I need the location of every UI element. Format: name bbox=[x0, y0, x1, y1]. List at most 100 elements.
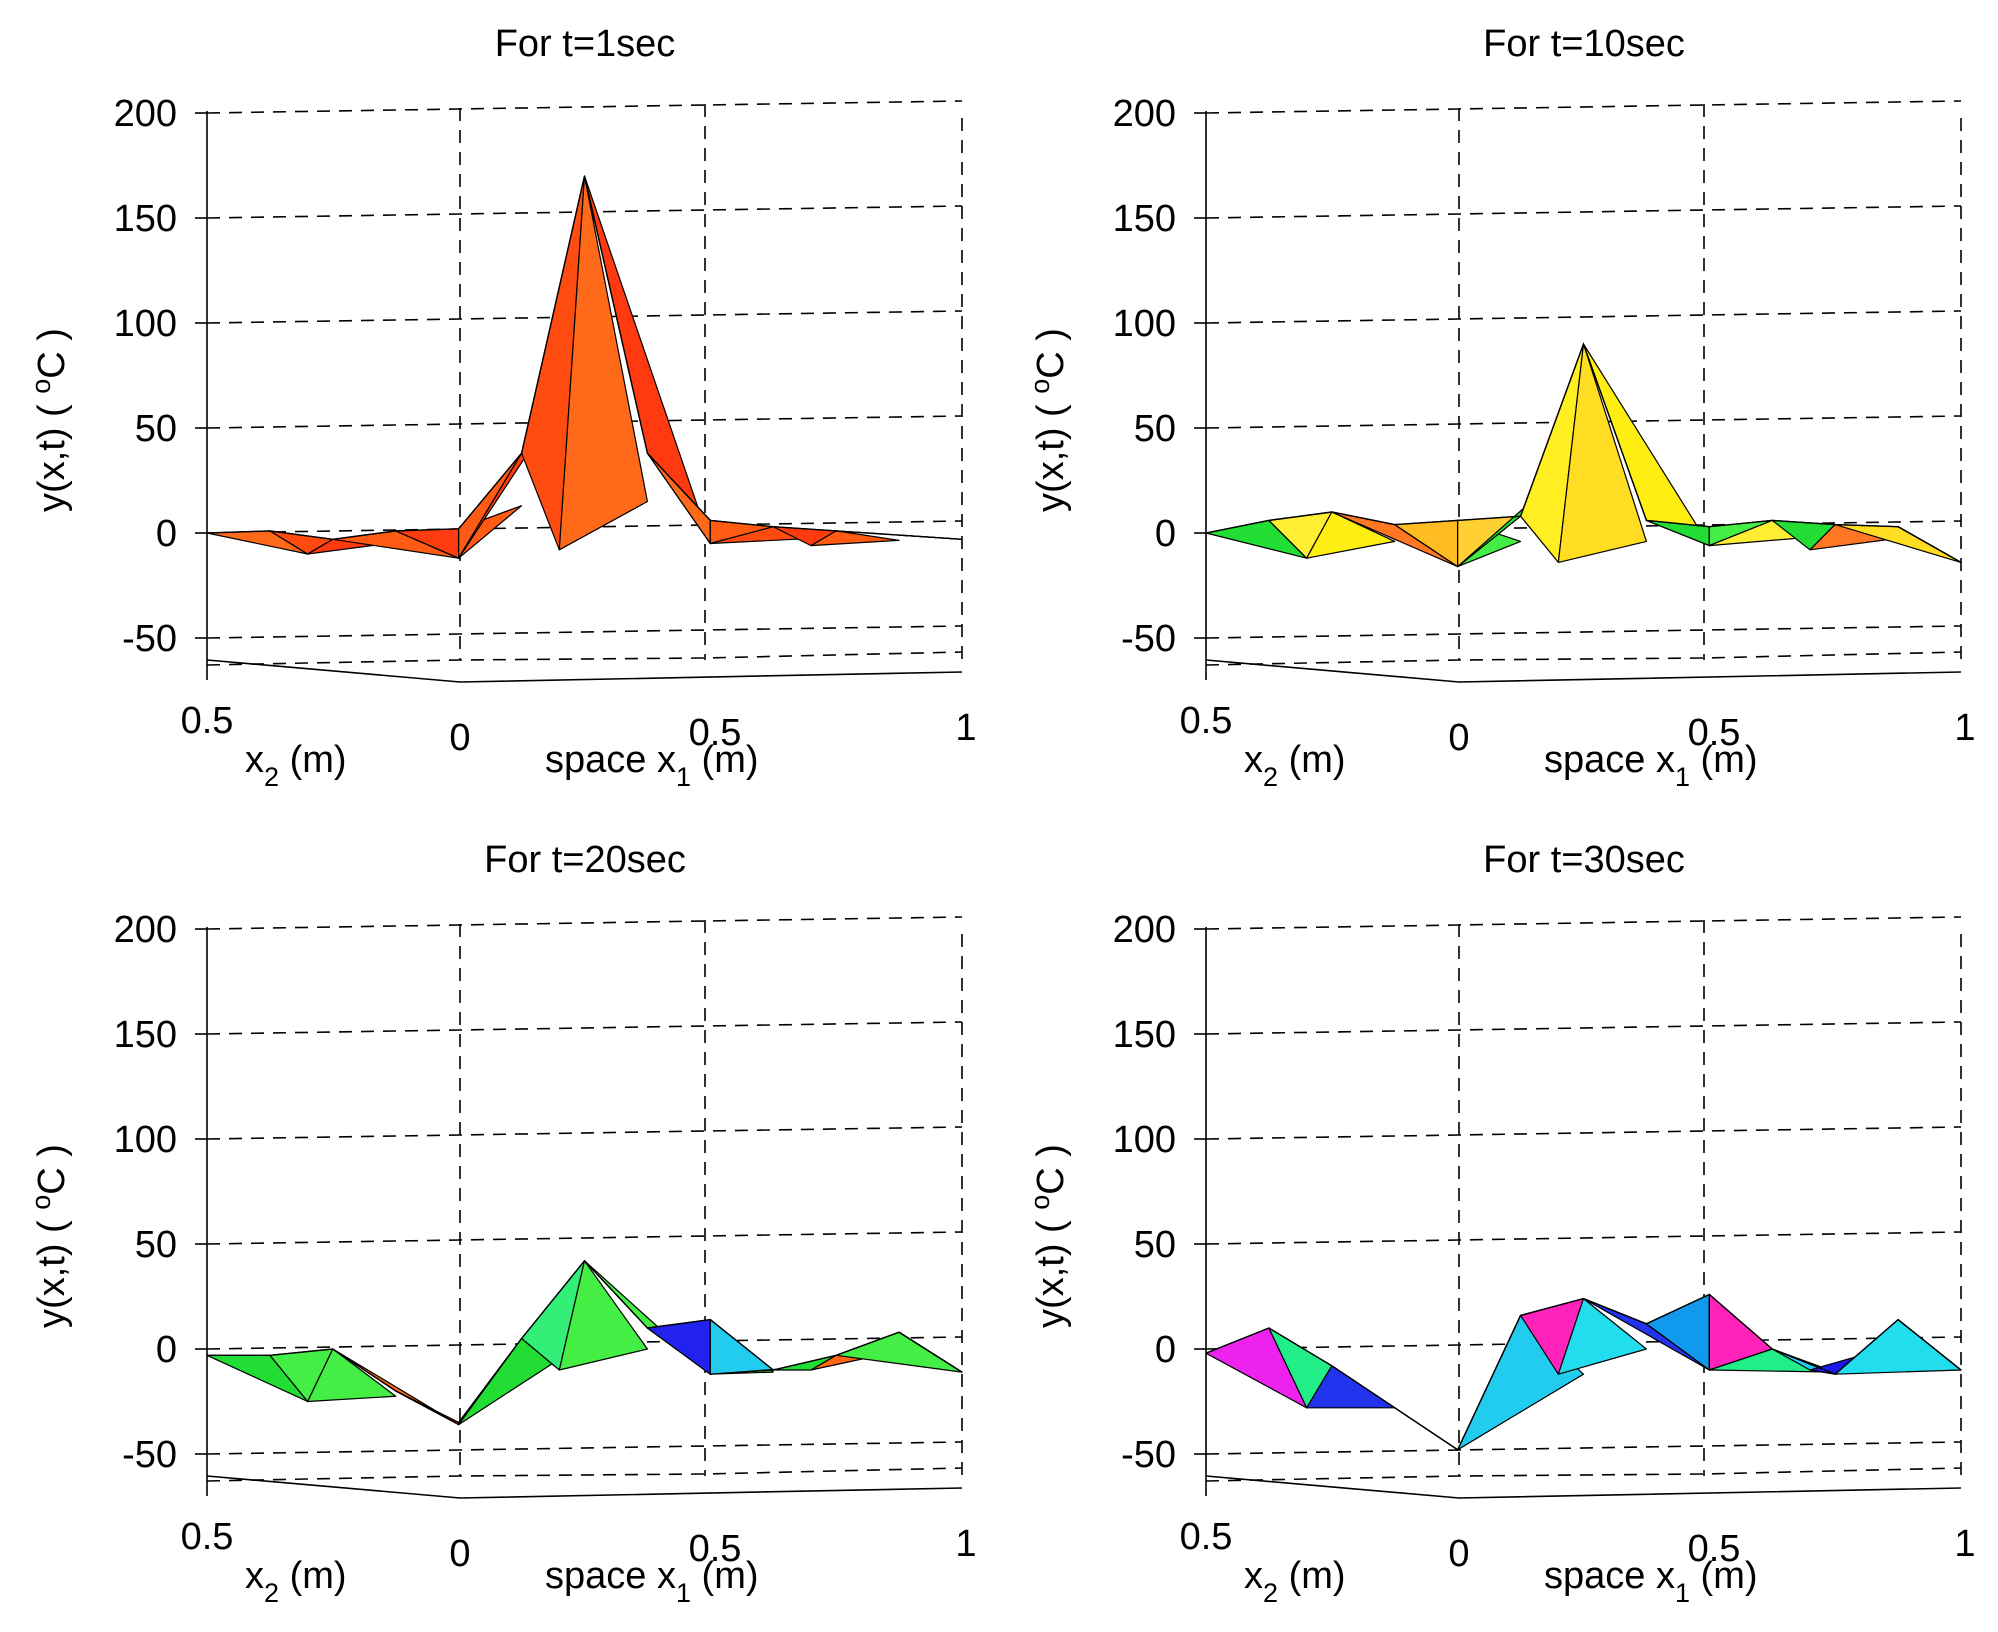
x1-axis-label: space x1 (m) bbox=[545, 1555, 759, 1608]
x1-axis-label: space x1 (m) bbox=[545, 739, 759, 792]
label-part: 2 bbox=[1263, 1578, 1278, 1608]
x1-tick-label: 0.5 bbox=[689, 712, 742, 754]
surface-facet bbox=[1557, 343, 1648, 564]
x1-axis-label: space x1 (m) bbox=[1544, 739, 1758, 792]
x2-axis-label: x2 (m) bbox=[245, 739, 347, 792]
z-gridline bbox=[1205, 1126, 1962, 1140]
surface-edge bbox=[206, 175, 963, 541]
surface-facet bbox=[307, 1348, 397, 1403]
chart-panel-t30: For t=30sec 200 150 100 50 0 -50 0.5 0 0.5 1 x2 (m)… bbox=[999, 816, 1998, 1632]
x2-axis-label: x2 (m) bbox=[1244, 739, 1346, 792]
surface-edge bbox=[207, 1259, 963, 1424]
x2-tick-label: 0.5 bbox=[1180, 1516, 1233, 1558]
label-part: (m) bbox=[691, 1555, 759, 1597]
x2-tick-label: 0.5 bbox=[181, 700, 234, 742]
z-tick-label: 0 bbox=[156, 1329, 177, 1371]
z-tick-label: -50 bbox=[1121, 1434, 1176, 1476]
z-gridline bbox=[1205, 1021, 1962, 1035]
surface-facet bbox=[558, 1260, 649, 1371]
z-tick-label: -50 bbox=[122, 1434, 177, 1476]
z-tick-label: 0 bbox=[156, 513, 177, 555]
z-gridline bbox=[1205, 916, 1962, 930]
label-part: y(x,t) ( bbox=[1030, 394, 1072, 512]
label-part: 1 bbox=[1675, 1578, 1690, 1608]
x1-tick-label: 0 bbox=[1448, 1533, 1469, 1575]
z-gridline bbox=[206, 1126, 963, 1140]
floor-gridline bbox=[1205, 651, 1962, 666]
z-tick-label: 100 bbox=[1113, 303, 1176, 345]
label-part: C ) bbox=[31, 1144, 73, 1195]
z-axis-label: y(x,t) ( oC ) bbox=[1025, 1144, 1072, 1328]
label-part: o bbox=[1025, 379, 1055, 394]
label-part: 1 bbox=[676, 1578, 691, 1608]
z-tick-label: 100 bbox=[1113, 1119, 1176, 1161]
chart-title: For t=20sec bbox=[484, 839, 686, 881]
label-part: 1 bbox=[676, 762, 691, 792]
label-part: space x bbox=[1544, 739, 1675, 781]
z-gridline bbox=[206, 625, 963, 639]
x2-tick-label: 0.5 bbox=[181, 1516, 234, 1558]
label-part: x bbox=[245, 739, 264, 781]
z-tick-label: 150 bbox=[1113, 198, 1176, 240]
surface-edge bbox=[1205, 1293, 1962, 1451]
label-part: C ) bbox=[31, 328, 73, 379]
z-gridline bbox=[206, 1231, 963, 1245]
surface-edge bbox=[1205, 341, 1962, 564]
label-part: (m) bbox=[1690, 739, 1758, 781]
label-part: C ) bbox=[1030, 328, 1072, 379]
floor-gridline bbox=[206, 1467, 963, 1482]
floor-gridline bbox=[206, 651, 963, 666]
z-tick-label: 150 bbox=[114, 1014, 177, 1056]
x2-tick-label: 0.5 bbox=[1180, 700, 1233, 742]
x1-tick-label: 0 bbox=[449, 717, 470, 759]
z-axis-label: y(x,t) ( oC ) bbox=[26, 328, 73, 512]
label-part: (m) bbox=[279, 1555, 347, 1597]
label-part: o bbox=[26, 1195, 56, 1210]
label-part: y(x,t) ( bbox=[31, 394, 73, 512]
z-tick-label: 50 bbox=[135, 1224, 177, 1266]
chart-title: For t=10sec bbox=[1483, 23, 1685, 65]
label-part: 1 bbox=[1675, 762, 1690, 792]
z-axis-label: y(x,t) ( oC ) bbox=[26, 1144, 73, 1328]
surface-facet bbox=[1834, 1319, 1962, 1375]
label-part: 2 bbox=[264, 762, 279, 792]
z-gridline bbox=[206, 1441, 963, 1455]
z-tick-label: 200 bbox=[114, 909, 177, 951]
floor-edge bbox=[206, 659, 963, 683]
z-tick-label: 0 bbox=[1155, 513, 1176, 555]
z-tick-label: 200 bbox=[1113, 909, 1176, 951]
label-part: C ) bbox=[1030, 1144, 1072, 1195]
surface-facet bbox=[646, 1319, 711, 1375]
x2-axis-label: x2 (m) bbox=[1244, 1555, 1346, 1608]
label-part: x bbox=[1244, 1555, 1263, 1597]
z-tick-label: 0 bbox=[1155, 1329, 1176, 1371]
z-gridline bbox=[206, 1021, 963, 1035]
z-tick-label: -50 bbox=[1121, 618, 1176, 660]
label-part: o bbox=[1025, 1195, 1055, 1210]
x1-tick-label: 0 bbox=[449, 1533, 470, 1575]
floor-gridline bbox=[1205, 1467, 1962, 1482]
label-part: (m) bbox=[1690, 1555, 1758, 1597]
z-gridline bbox=[1205, 625, 1962, 639]
z-tick-label: 150 bbox=[1113, 1014, 1176, 1056]
x1-tick-label: 0.5 bbox=[689, 1528, 742, 1570]
label-part: space x bbox=[545, 1555, 676, 1597]
z-tick-label: 200 bbox=[114, 93, 177, 135]
surface-facet bbox=[810, 530, 900, 547]
label-part: o bbox=[26, 379, 56, 394]
label-part: 2 bbox=[264, 1578, 279, 1608]
surface-facet bbox=[558, 175, 649, 551]
z-gridline bbox=[1205, 1441, 1962, 1455]
z-tick-label: 100 bbox=[114, 303, 177, 345]
x1-tick-label: 1 bbox=[1954, 707, 1975, 749]
label-part: space x bbox=[1544, 1555, 1675, 1597]
x1-tick-label: 1 bbox=[955, 1523, 976, 1565]
label-part: (m) bbox=[1278, 1555, 1346, 1597]
floor-edge bbox=[206, 1475, 963, 1499]
label-part: 2 bbox=[1263, 762, 1278, 792]
z-gridline bbox=[1205, 1231, 1962, 1245]
z-tick-label: 50 bbox=[1134, 408, 1176, 450]
